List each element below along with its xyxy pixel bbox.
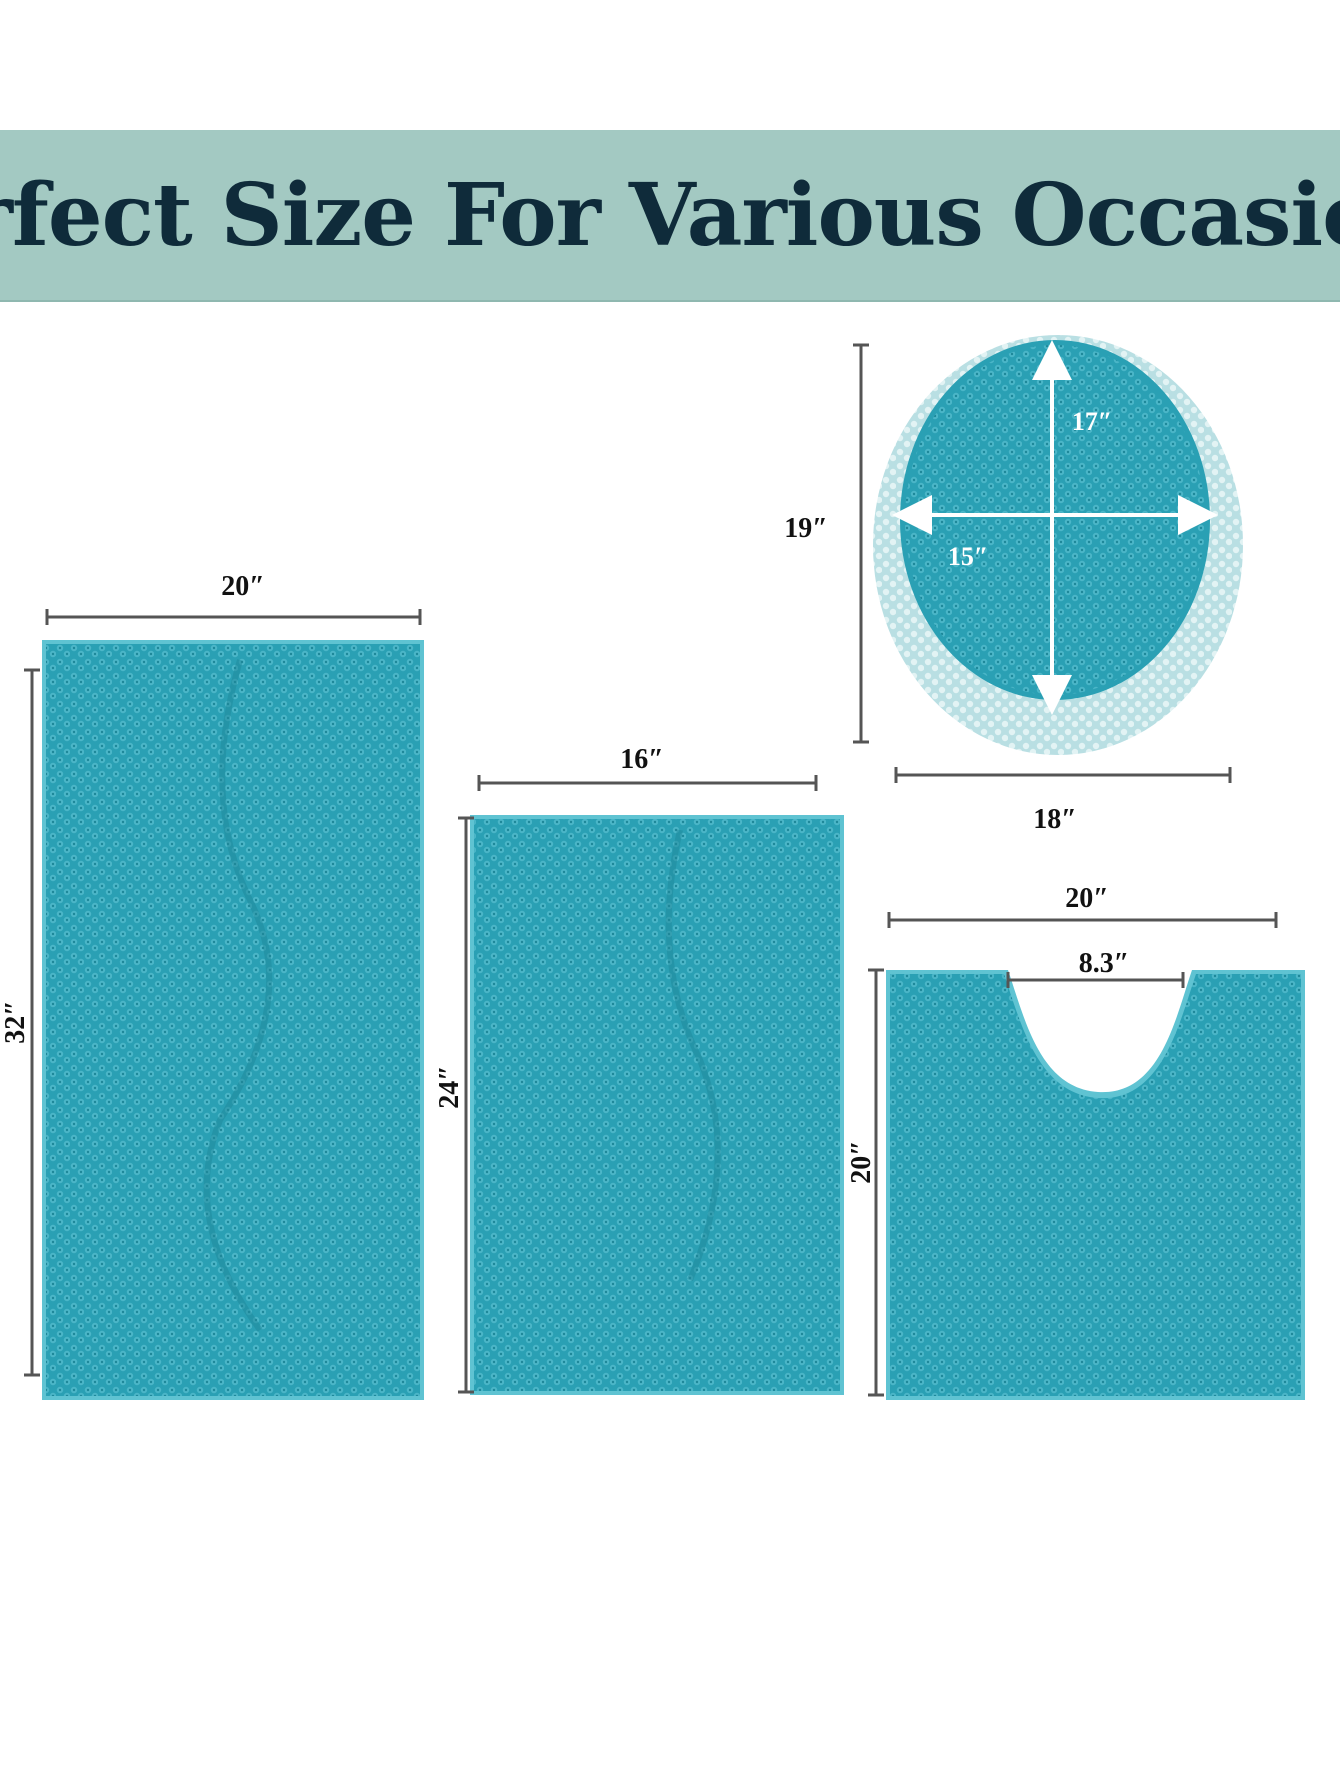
medium-mat-height-label: 24″ (434, 1065, 465, 1108)
contour-mat-width-dimension (887, 912, 1278, 928)
contour-mat-cutout-dimension (1006, 972, 1185, 988)
lid-cover-width-label: 18″ (1033, 804, 1076, 835)
large-mat-width-dimension (45, 609, 422, 625)
large-mat-width-label: 20″ (221, 571, 264, 602)
page-title: Perfect Size For Various Occasions (0, 164, 1340, 266)
lid-cover-height-label: 19″ (784, 513, 827, 544)
contour-mat-width-label: 20″ (1065, 883, 1108, 914)
large-bath-mat (42, 640, 424, 1400)
large-mat-height-label: 32″ (0, 1000, 31, 1043)
contour-mat-height-label: 20″ (846, 1140, 877, 1183)
large-mat-height-dimension (24, 668, 40, 1377)
medium-bath-mat (470, 815, 844, 1395)
medium-mat-width-dimension (477, 775, 818, 791)
lid-cover-width-dimension (894, 767, 1232, 783)
contour-toilet-mat (886, 970, 1305, 1400)
lid-cover-height-dimension (853, 343, 869, 744)
medium-mat-height-dimension (458, 816, 474, 1394)
contour-mat-height-dimension (868, 968, 884, 1397)
lid-cover (873, 335, 1243, 755)
contour-mat-cutout-label: 8.3″ (1079, 948, 1129, 979)
title-banner: Perfect Size For Various Occasions (0, 130, 1340, 302)
lid-cover-inner-width-label: 15″ (948, 542, 988, 571)
lid-cover-inner-height-label: 17″ (1072, 407, 1112, 436)
medium-mat-width-label: 16″ (620, 744, 663, 775)
